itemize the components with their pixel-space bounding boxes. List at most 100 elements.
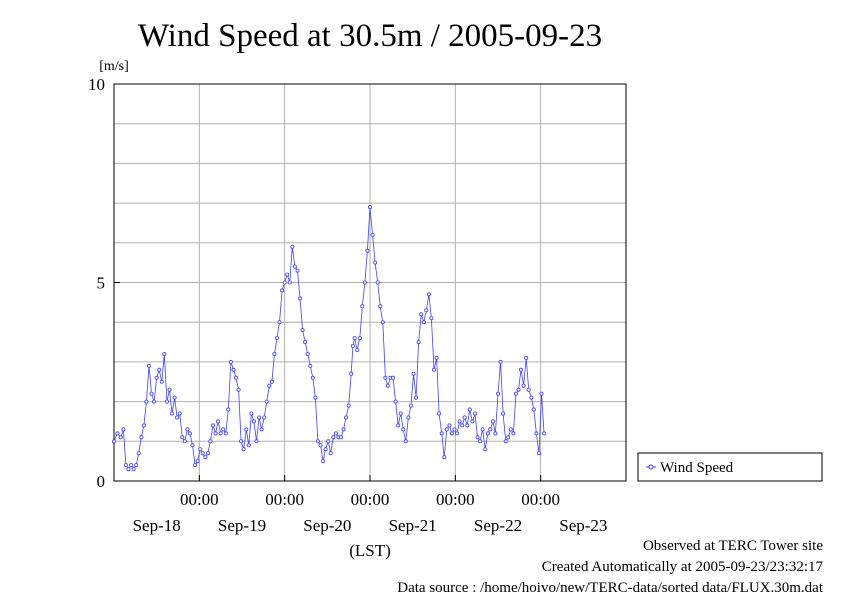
data-point — [259, 427, 264, 432]
data-point — [251, 419, 256, 424]
x-day-label: Sep-21 — [389, 516, 437, 535]
data-point — [280, 288, 285, 293]
data-point — [318, 443, 323, 448]
data-point — [233, 375, 238, 380]
data-point — [346, 403, 351, 408]
x-tick-label: 00:00 — [521, 490, 560, 509]
data-point — [506, 435, 511, 440]
data-point — [442, 455, 447, 460]
data-point — [154, 375, 159, 380]
x-tick-label: 00:00 — [436, 490, 475, 509]
data-point — [226, 407, 231, 412]
data-point — [172, 395, 177, 400]
data-point — [205, 451, 210, 456]
data-point — [144, 399, 149, 404]
data-point — [431, 367, 436, 372]
data-point — [383, 375, 388, 380]
data-point — [313, 395, 318, 400]
data-point — [542, 431, 547, 436]
data-point — [326, 439, 331, 444]
y-tick-label: 5 — [97, 274, 106, 293]
data-point — [123, 463, 128, 468]
data-point — [272, 351, 277, 356]
data-point — [208, 439, 213, 444]
data-point — [112, 439, 117, 444]
data-point — [341, 427, 346, 432]
data-point — [375, 280, 380, 285]
data-point — [390, 375, 395, 380]
data-point — [472, 411, 477, 416]
data-point — [454, 431, 459, 436]
data-point — [531, 407, 536, 412]
data-point — [349, 371, 354, 376]
data-point — [141, 423, 146, 428]
x-tick-label: 00:00 — [180, 490, 219, 509]
data-point — [385, 383, 390, 388]
data-point — [223, 431, 228, 436]
data-point — [297, 296, 302, 301]
data-point — [452, 427, 457, 432]
data-point — [249, 411, 254, 416]
data-point — [182, 439, 187, 444]
data-point — [403, 439, 408, 444]
data-point — [537, 451, 542, 456]
data-point — [303, 340, 308, 345]
data-point — [308, 363, 313, 368]
data-point — [185, 427, 190, 432]
data-point — [501, 411, 506, 416]
data-point — [257, 415, 262, 420]
x-day-label: Sep-22 — [474, 516, 522, 535]
data-point — [344, 415, 349, 420]
data-point — [175, 415, 180, 420]
data-point — [121, 427, 126, 432]
data-point — [437, 411, 442, 416]
data-point — [159, 379, 164, 384]
data-point — [524, 355, 529, 360]
data-point — [406, 415, 411, 420]
data-point — [513, 391, 518, 396]
x-day-label: Sep-18 — [133, 516, 181, 535]
data-point — [488, 427, 493, 432]
footer-source: Data source : /home/hoivo/new/TERC-data/… — [397, 580, 824, 595]
data-point — [483, 447, 488, 452]
data-point — [365, 248, 370, 253]
data-point — [244, 427, 249, 432]
data-point — [328, 451, 333, 456]
data-point — [519, 367, 524, 372]
data-point — [373, 260, 378, 265]
data-point — [378, 304, 383, 309]
data-point — [129, 463, 134, 468]
data-point — [292, 264, 297, 269]
data-point — [462, 415, 467, 420]
data-point — [444, 427, 449, 432]
legend-marker — [648, 464, 654, 470]
data-point — [429, 316, 434, 321]
data-point — [190, 443, 195, 448]
data-point — [236, 387, 241, 392]
data-point — [282, 280, 287, 285]
x-tick-label: 00:00 — [265, 490, 304, 509]
data-point — [338, 435, 343, 440]
data-point — [162, 351, 167, 356]
data-point — [239, 439, 244, 444]
data-point — [434, 355, 439, 360]
data-point — [213, 431, 218, 436]
data-point — [177, 411, 182, 416]
data-point — [200, 451, 205, 456]
data-point — [426, 292, 431, 297]
data-point — [467, 407, 472, 412]
data-point — [465, 423, 470, 428]
data-point — [231, 367, 236, 372]
series-layer — [112, 205, 547, 472]
data-point — [529, 395, 534, 400]
data-point — [274, 336, 279, 341]
data-point — [421, 320, 426, 325]
data-point — [424, 308, 429, 313]
data-point — [408, 403, 413, 408]
data-point — [287, 280, 292, 285]
data-point — [285, 272, 290, 277]
data-point — [277, 320, 282, 325]
legend-entry-wind-speed: Wind Speed — [660, 460, 734, 476]
data-point — [470, 419, 475, 424]
